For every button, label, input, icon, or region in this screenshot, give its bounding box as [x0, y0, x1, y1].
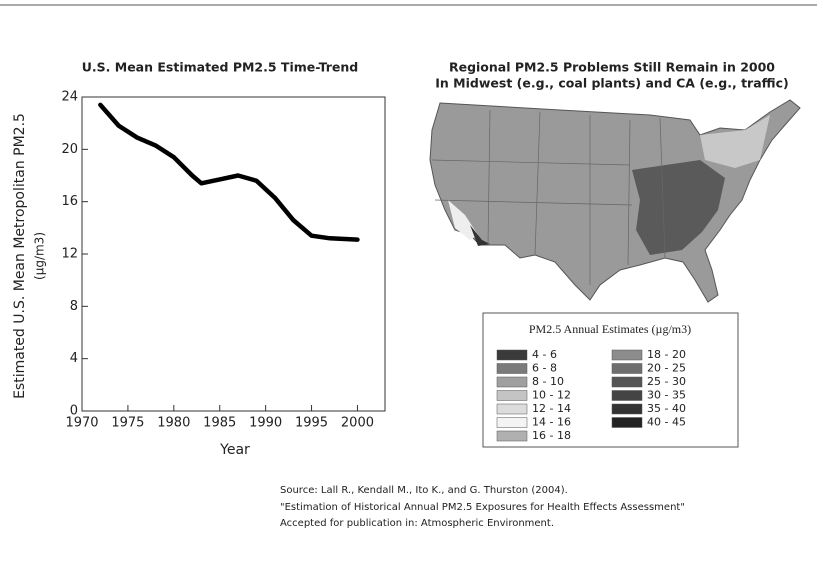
- legend-swatch: [496, 349, 528, 361]
- y-tick-label: 16: [61, 194, 78, 209]
- legend-label: 10 - 12: [532, 389, 571, 402]
- legend-swatch: [611, 349, 643, 361]
- legend-label: 8 - 10: [532, 375, 564, 388]
- legend-swatch: [611, 363, 643, 374]
- x-axis-label: Year: [219, 442, 250, 458]
- source-line: Accepted for publication in: Atmospheric…: [280, 518, 554, 529]
- x-tick-label: 1970: [65, 416, 98, 431]
- legend-swatch: [496, 390, 528, 401]
- legend-swatch: [496, 430, 528, 442]
- legend-label: 6 - 8: [532, 362, 557, 375]
- legend-label: 35 - 40: [647, 402, 686, 415]
- map-title: In Midwest (e.g., coal plants) and CA (e…: [435, 76, 788, 91]
- legend-swatch: [496, 363, 528, 374]
- state-lines: [431, 109, 666, 285]
- legend-swatch: [496, 376, 528, 388]
- x-tick-label: 2000: [341, 416, 374, 431]
- source-line: Source: Lall R., Kendall M., Ito K., and…: [280, 485, 568, 496]
- map-east-high: [632, 160, 725, 255]
- y-tick-label: 4: [70, 351, 78, 366]
- trend-line: [98, 102, 360, 242]
- map-california-light: [448, 200, 478, 240]
- legend-swatch: [496, 403, 528, 415]
- x-tick-label: 1985: [203, 416, 236, 431]
- x-tick-label: 1975: [111, 416, 144, 431]
- legend-label: 18 - 20: [647, 348, 686, 361]
- legend-label: 16 - 18: [532, 429, 571, 442]
- us-map: [429, 99, 801, 303]
- legend-label: 40 - 45: [647, 416, 686, 429]
- y-axis-label: Estimated U.S. Mean Metropolitan PM2.5: [12, 113, 28, 399]
- legend-label: 14 - 16: [532, 416, 571, 429]
- map-legend-title: PM2.5 Annual Estimates (µg/m3): [529, 322, 691, 336]
- x-tick-label: 1980: [157, 416, 190, 431]
- map-title: Regional PM2.5 Problems Still Remain in …: [449, 60, 775, 75]
- legend-swatch: [611, 376, 643, 388]
- x-tick-label: 1990: [249, 416, 282, 431]
- legend-label: 4 - 6: [532, 348, 557, 361]
- legend-label: 12 - 14: [532, 402, 571, 415]
- legend-swatch: [611, 390, 643, 401]
- legend-label: 25 - 30: [647, 375, 686, 388]
- legend-label: 30 - 35: [647, 389, 686, 402]
- y-tick-label: 12: [61, 247, 78, 262]
- map-northeast: [700, 115, 770, 168]
- legend-swatch: [611, 417, 643, 428]
- x-tick-label: 1995: [295, 416, 328, 431]
- y-tick-label: 24: [61, 90, 78, 105]
- plot-frame: [81, 96, 386, 412]
- y-tick-label: 20: [61, 142, 78, 157]
- legend-label: 20 - 25: [647, 362, 686, 375]
- y-axis-unit: (µg/m3): [33, 232, 47, 280]
- y-tick-label: 0: [70, 404, 78, 419]
- legend-swatch: [496, 417, 528, 428]
- chart-title: U.S. Mean Estimated PM2.5 Time-Trend: [82, 60, 358, 75]
- legend-swatch: [611, 403, 643, 415]
- y-tick-label: 8: [70, 299, 78, 314]
- source-line: "Estimation of Historical Annual PM2.5 E…: [280, 502, 685, 513]
